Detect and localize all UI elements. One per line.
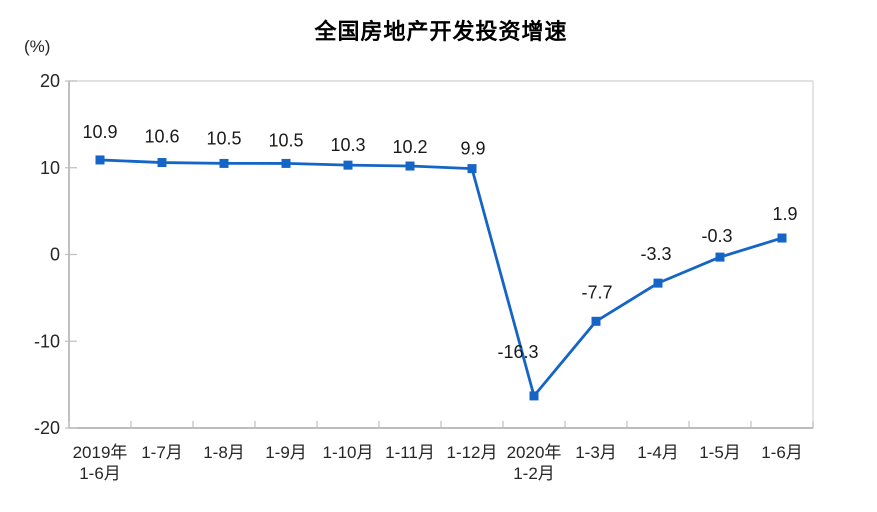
x-category-label: 2020年 [507,443,562,462]
data-point-label: -16.3 [497,342,538,362]
data-point-marker [653,278,663,288]
data-point-label: 10.5 [268,130,303,150]
y-tick-label: 0 [50,245,60,265]
data-point-marker [777,233,787,243]
x-category-label: 1-11月 [385,443,435,462]
data-point-label: 10.2 [392,137,427,157]
y-axis-unit-label: (%) [24,37,51,56]
data-point-label: 1.9 [772,204,797,224]
data-point-label: 9.9 [460,139,485,159]
y-tick-label: 10 [40,158,60,178]
data-point-marker [467,164,477,174]
data-point-marker [715,252,725,262]
x-category-label: 1-5月 [699,443,741,462]
y-tick-label: 20 [40,71,60,91]
x-category-label: 1-8月 [203,443,245,462]
y-tick-label: -20 [34,418,60,438]
data-point-label: -3.3 [640,244,671,264]
x-category-label: 1-6月 [761,443,803,462]
data-point-label: 10.3 [330,135,365,155]
x-category-label: 1-4月 [637,443,679,462]
data-point-marker [219,158,229,168]
y-tick-label: -10 [34,331,60,351]
data-point-label: 10.5 [206,128,241,148]
data-line [98,158,784,398]
x-category-label: 1-3月 [575,443,617,462]
x-category-label: 1-9月 [265,443,307,462]
data-point-label: -7.7 [581,282,612,302]
x-category-label: 1-12月 [446,443,497,462]
data-point-marker [405,161,415,171]
data-point-marker [529,391,539,401]
data-point-marker [343,160,353,170]
x-category-label: 1-6月 [79,464,121,483]
data-point-label: 10.6 [144,127,179,147]
data-point-label: -0.3 [701,226,732,246]
chart-title: 全国房地产开发投资增速 [314,19,568,44]
data-point-marker [95,155,105,165]
x-category-label: 1-10月 [322,443,373,462]
data-point-label: 10.9 [82,122,117,142]
data-point-marker [591,316,601,326]
data-point-marker [281,158,291,168]
data-point-marker [157,158,167,168]
x-category-label: 1-2月 [513,464,555,483]
x-category-label: 2019年 [73,443,128,462]
x-category-label: 1-7月 [141,443,183,462]
